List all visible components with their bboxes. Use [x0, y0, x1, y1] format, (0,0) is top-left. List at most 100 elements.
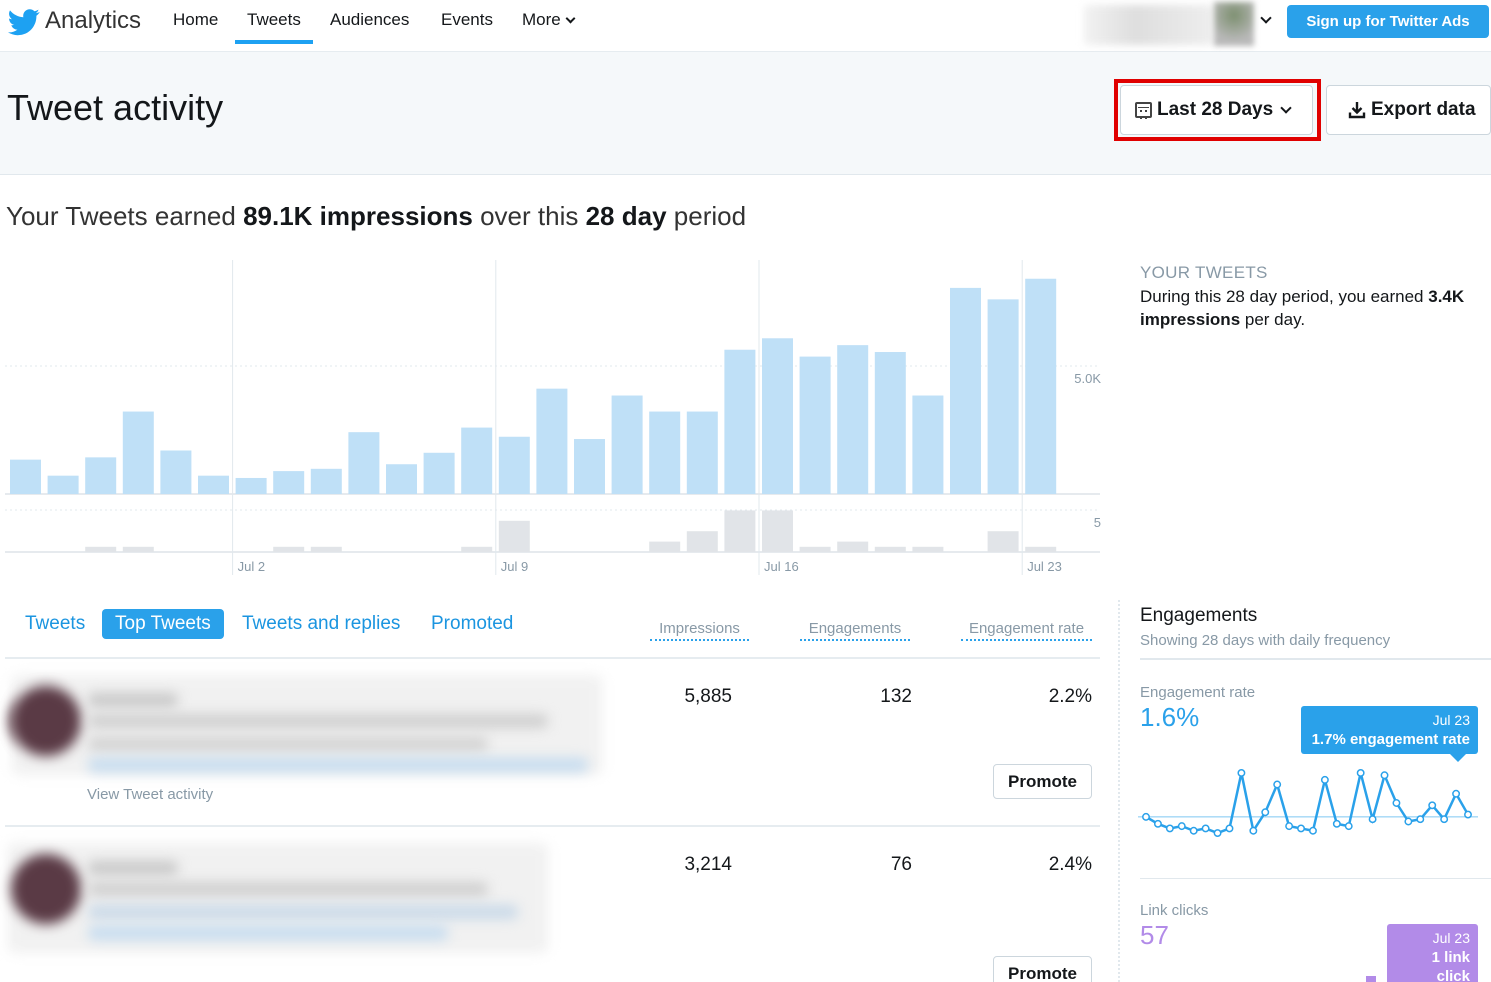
impressions-bar: [235, 477, 267, 494]
nav-tweets[interactable]: Tweets: [235, 10, 313, 44]
yt-suffix: per day.: [1244, 310, 1306, 329]
link-clicks-value: 57: [1140, 920, 1169, 950]
export-label: Export data: [1371, 99, 1476, 120]
engagements-bar: [649, 541, 681, 552]
x-tick-label: Jul 23: [1027, 559, 1062, 574]
account-name[interactable]: [1084, 5, 1214, 45]
date-range-button[interactable]: Last 28 Days: [1120, 85, 1313, 135]
engagements-bar: [461, 546, 493, 552]
table-divider: [5, 825, 1100, 827]
nav-home[interactable]: Home: [173, 10, 219, 29]
engagements-bar: [762, 510, 793, 552]
side-divider: [1118, 600, 1120, 982]
yt-prefix: During this 28 day period, you earned: [1140, 287, 1424, 306]
rate-point: [1249, 826, 1258, 835]
impressions-bar: [273, 471, 305, 494]
rate-point: [1177, 822, 1186, 831]
promote-button[interactable]: Promote: [993, 764, 1092, 799]
rate-point: [1428, 801, 1437, 810]
rate-point: [1165, 824, 1174, 833]
column-engagement-rate[interactable]: Engagement rate: [961, 620, 1092, 641]
top-nav: Analytics Home Tweets Audiences Events M…: [0, 0, 1491, 52]
link-clicks-tooltip: Jul 23 1 link click: [1387, 924, 1478, 982]
y-tick-label: 5: [1094, 515, 1101, 530]
your-tweets-title: YOUR TWEETS: [1140, 263, 1268, 282]
calendar-icon: [1135, 102, 1152, 119]
rate-point: [1225, 824, 1234, 833]
impressions-bar: [122, 411, 154, 494]
impressions-chart[interactable]: Jul 2 Jul 9 Jul 16 Jul 23 5.0K 5: [0, 255, 1110, 585]
engagements-bar: [837, 541, 869, 552]
impressions-bar: [799, 356, 831, 494]
engagements-bar: [987, 531, 1019, 552]
impressions-bar: [536, 388, 568, 494]
impressions-bar: [461, 427, 493, 494]
engagements-bar: [85, 546, 117, 552]
nav-events[interactable]: Events: [441, 10, 493, 29]
impressions-bar: [1025, 278, 1057, 494]
rate-point: [1273, 780, 1282, 789]
impressions-bar: [423, 452, 455, 494]
page-title: Tweet activity: [7, 87, 224, 128]
rate-point: [1213, 829, 1222, 838]
promote-button[interactable]: Promote: [993, 956, 1092, 982]
nav-audiences[interactable]: Audiences: [330, 10, 410, 29]
tab-top-tweets[interactable]: Top Tweets: [102, 609, 224, 639]
column-engagements[interactable]: Engagements: [800, 620, 910, 641]
impressions-bar: [987, 299, 1019, 494]
rate-point: [1440, 815, 1449, 824]
tweet-text-line: [88, 882, 488, 896]
engagements-bar: [310, 546, 342, 552]
engagement-rate-label: Engagement rate: [1140, 684, 1256, 701]
tweet-link-line: [88, 758, 588, 772]
rate-point: [1261, 808, 1270, 817]
column-impressions[interactable]: Impressions: [650, 620, 749, 641]
link-clicks-bar: [1366, 976, 1376, 982]
rate-point: [1344, 822, 1353, 831]
avatar[interactable]: [1214, 2, 1254, 46]
panel-divider: [1140, 658, 1491, 660]
impressions-bar: [837, 345, 869, 494]
tweet-author: [88, 861, 178, 875]
engagements-bar: [799, 546, 831, 552]
tab-tweets-and-replies[interactable]: Tweets and replies: [242, 613, 401, 634]
analytics-brand[interactable]: Analytics: [45, 7, 142, 34]
tweet-avatar-overlay: [11, 686, 81, 756]
impressions-bar: [762, 338, 793, 494]
sign-up-ads-button[interactable]: Sign up for Twitter Ads: [1287, 5, 1489, 38]
rate-point: [1285, 822, 1294, 831]
engagement-rate-chart[interactable]: [1138, 758, 1478, 848]
engagements-bar: [724, 510, 756, 552]
summary-impressions: 89.1K impressions: [243, 201, 473, 231]
x-tick-label: Jul 2: [238, 559, 265, 574]
view-tweet-activity-link[interactable]: View Tweet activity: [87, 786, 214, 803]
export-data-button[interactable]: Export data: [1326, 85, 1491, 135]
rate-point: [1309, 826, 1317, 835]
row-engagement-rate: 2.2%: [1048, 686, 1092, 707]
chevron-down-icon[interactable]: [1260, 12, 1272, 24]
panel-divider: [1140, 878, 1491, 879]
impressions-bar: [10, 459, 41, 494]
download-icon: [1348, 102, 1366, 119]
impressions-bar: [950, 287, 981, 494]
engagements-bar: [498, 520, 530, 552]
rate-point: [1416, 815, 1425, 824]
tab-tweets[interactable]: Tweets: [25, 613, 86, 634]
impressions-bar: [198, 475, 229, 494]
row-engagement-rate: 2.4%: [1048, 854, 1092, 875]
twitter-bird-icon[interactable]: [8, 6, 40, 38]
engagements-bar: [1025, 546, 1057, 552]
impressions-bar: [649, 411, 681, 494]
nav-more[interactable]: More: [522, 10, 576, 30]
engagement-rate-tooltip: Jul 23 1.7% engagement rate: [1301, 706, 1478, 762]
impressions-bar: [310, 468, 342, 494]
impressions-bar: [498, 436, 530, 494]
rate-point: [1153, 819, 1162, 828]
y-tick-label: 5.0K: [1074, 371, 1101, 386]
tab-promoted[interactable]: Promoted: [431, 613, 514, 634]
engagement-rate-value: 1.6%: [1140, 702, 1200, 732]
rate-point: [1392, 799, 1401, 807]
impressions-summary: Your Tweets earned 89.1K impressions ove…: [6, 201, 746, 232]
rate-point: [1356, 768, 1365, 777]
rate-point: [1332, 819, 1341, 828]
